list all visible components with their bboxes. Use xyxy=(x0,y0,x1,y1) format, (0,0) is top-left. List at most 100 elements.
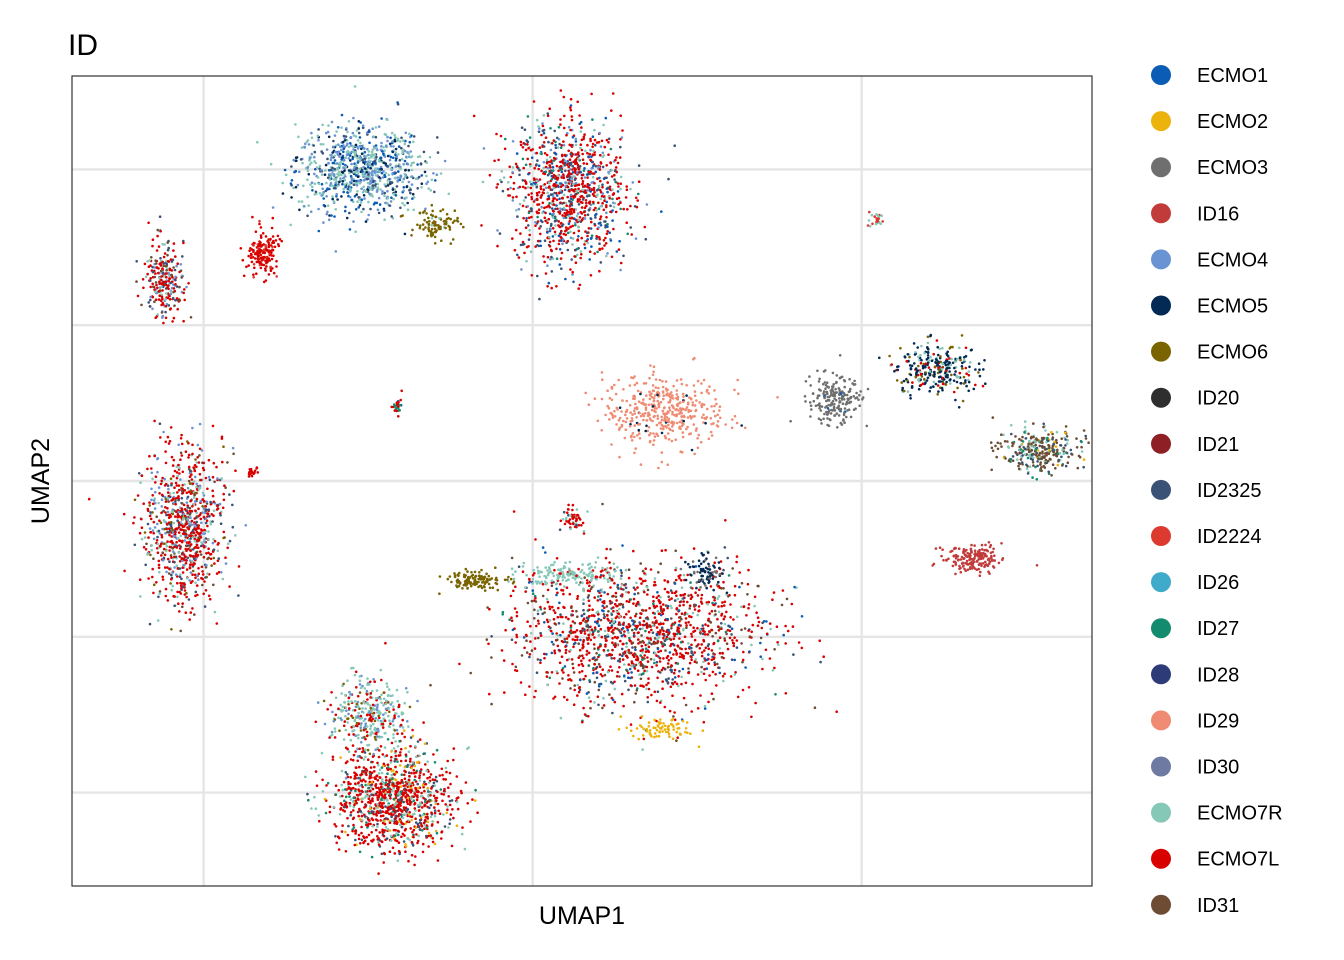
data-point xyxy=(179,263,183,266)
data-point xyxy=(339,145,342,149)
data-point xyxy=(814,404,818,408)
data-point xyxy=(151,244,154,248)
data-point xyxy=(514,228,518,232)
data-point xyxy=(509,186,512,190)
data-point xyxy=(633,412,637,415)
data-point xyxy=(511,237,514,240)
data-point xyxy=(526,143,529,146)
data-point xyxy=(663,416,666,420)
data-point xyxy=(524,163,528,167)
data-point xyxy=(839,421,843,425)
data-point xyxy=(180,559,184,563)
data-point xyxy=(552,159,556,162)
data-point xyxy=(158,215,162,218)
data-point xyxy=(972,387,976,391)
data-point xyxy=(621,399,624,402)
data-point xyxy=(335,195,338,198)
data-point xyxy=(317,138,320,142)
data-point xyxy=(847,390,851,394)
data-point xyxy=(827,424,831,428)
data-point xyxy=(566,174,569,178)
data-point xyxy=(849,415,853,419)
data-point xyxy=(608,418,611,421)
data-point xyxy=(164,506,167,509)
data-point xyxy=(941,388,944,392)
data-point xyxy=(160,278,163,282)
data-point xyxy=(679,378,683,381)
data-point xyxy=(352,145,355,148)
data-point xyxy=(553,230,557,234)
data-point xyxy=(259,236,263,239)
data-point xyxy=(178,547,182,550)
data-point xyxy=(571,168,574,171)
data-point xyxy=(155,515,158,518)
data-point xyxy=(191,573,194,576)
data-point xyxy=(606,389,609,393)
data-point xyxy=(178,472,181,475)
data-point xyxy=(345,182,349,185)
data-point xyxy=(328,187,331,191)
data-point xyxy=(167,271,170,275)
data-point xyxy=(888,354,891,358)
data-point xyxy=(208,514,211,518)
data-point xyxy=(330,153,333,157)
data-point xyxy=(262,256,266,259)
data-point xyxy=(572,208,576,212)
data-point xyxy=(934,358,938,361)
data-point xyxy=(392,145,395,148)
data-point xyxy=(669,396,673,399)
data-point xyxy=(630,417,634,420)
data-point xyxy=(338,155,341,158)
data-point xyxy=(176,262,179,266)
data-point xyxy=(642,382,646,385)
data-point xyxy=(569,197,573,200)
data-point xyxy=(518,185,522,189)
data-point xyxy=(588,258,591,261)
data-point xyxy=(829,393,833,397)
data-point xyxy=(949,378,952,381)
data-point xyxy=(615,423,618,426)
data-point xyxy=(604,224,607,227)
data-point xyxy=(188,482,192,485)
data-point xyxy=(391,172,394,176)
data-point xyxy=(403,142,407,146)
data-point xyxy=(387,173,391,177)
data-point xyxy=(978,548,981,552)
data-point xyxy=(652,365,656,369)
data-point xyxy=(318,167,321,170)
data-point xyxy=(598,242,601,245)
data-point xyxy=(140,537,144,541)
data-point xyxy=(804,380,808,383)
data-point xyxy=(972,557,976,561)
data-point xyxy=(309,210,313,213)
data-point xyxy=(412,135,416,138)
data-point xyxy=(574,261,578,265)
data-point xyxy=(383,194,386,198)
data-point xyxy=(185,595,188,599)
data-point xyxy=(825,390,829,394)
data-point xyxy=(839,407,843,411)
data-point xyxy=(964,346,968,350)
data-point xyxy=(186,486,190,490)
data-point xyxy=(817,380,821,383)
data-point xyxy=(161,476,164,480)
data-point xyxy=(341,182,344,186)
data-point xyxy=(668,406,671,410)
data-point xyxy=(388,158,392,162)
data-point xyxy=(191,569,195,573)
data-point xyxy=(184,562,188,565)
data-point xyxy=(696,446,700,450)
data-point xyxy=(548,107,551,110)
data-point xyxy=(497,158,500,162)
data-point xyxy=(151,270,155,274)
data-point xyxy=(170,531,173,534)
data-point xyxy=(154,298,158,302)
data-point xyxy=(330,156,333,160)
data-point xyxy=(550,207,554,210)
data-point xyxy=(583,176,587,179)
data-point xyxy=(573,255,576,258)
data-point xyxy=(260,259,264,262)
data-point xyxy=(527,146,530,150)
data-point xyxy=(600,139,604,143)
data-point xyxy=(150,487,153,491)
